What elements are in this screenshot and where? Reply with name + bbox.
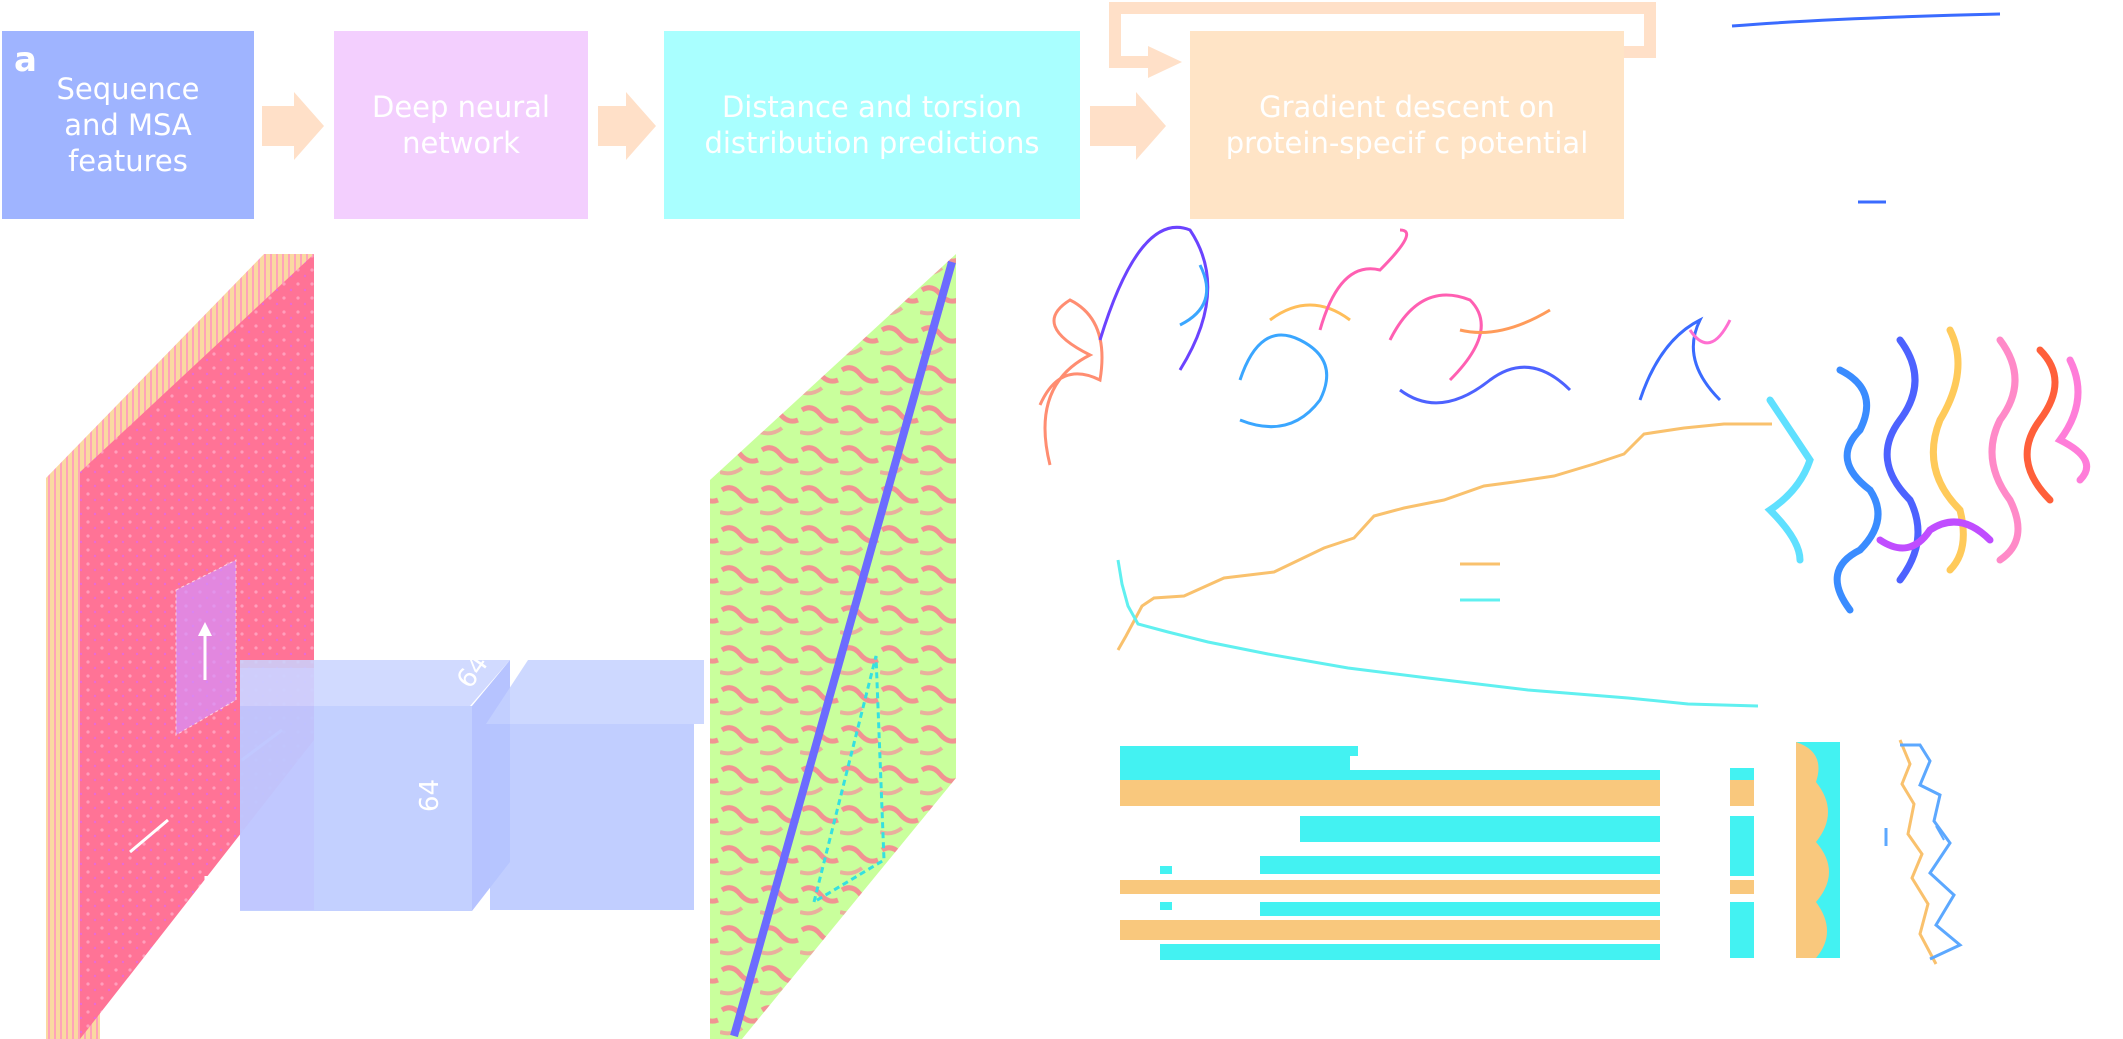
density-profile <box>1796 742 1840 958</box>
arrow-2-icon <box>598 92 656 160</box>
gradient-descent-box: Gradient descent on protein-specif c pot… <box>1190 31 1624 219</box>
sequence-msa-box: Sequence and MSA features <box>2 31 254 219</box>
top-right-line <box>1731 12 2001 204</box>
bar-rows <box>1120 746 1754 960</box>
feedback-loop-arrow <box>1109 2 1656 68</box>
distance-map <box>710 254 956 1039</box>
deep-network-label: Deep neural network <box>372 90 550 160</box>
cyan-curve <box>1116 559 1759 708</box>
arrow-3-icon <box>1090 92 1166 160</box>
structure-snapshots <box>1038 225 1732 466</box>
block-2 <box>490 724 694 910</box>
pipeline-arrows <box>262 2 1656 160</box>
arrow-1-icon <box>262 92 324 160</box>
distance-torsion-label: Distance and torsion distribution predic… <box>704 90 1040 160</box>
optimisation-curves <box>1116 422 1772 708</box>
orange-curve <box>1116 422 1772 651</box>
network-blocks: 64 64 <box>240 650 704 911</box>
distance-torsion-box: Distance and torsion distribution predic… <box>664 31 1080 219</box>
line-traces <box>1884 739 1963 965</box>
gradient-descent-label: Gradient descent on protein-specif c pot… <box>1225 90 1589 160</box>
final-structure <box>1764 326 2091 614</box>
sequence-msa-label: Sequence and MSA features <box>56 72 200 178</box>
panel-label: a <box>14 40 37 80</box>
block-1 <box>240 706 472 911</box>
block-dim-width: 64 <box>415 779 445 812</box>
input-feature-stack <box>46 254 314 1039</box>
deep-network-box: Deep neural network <box>334 31 588 219</box>
